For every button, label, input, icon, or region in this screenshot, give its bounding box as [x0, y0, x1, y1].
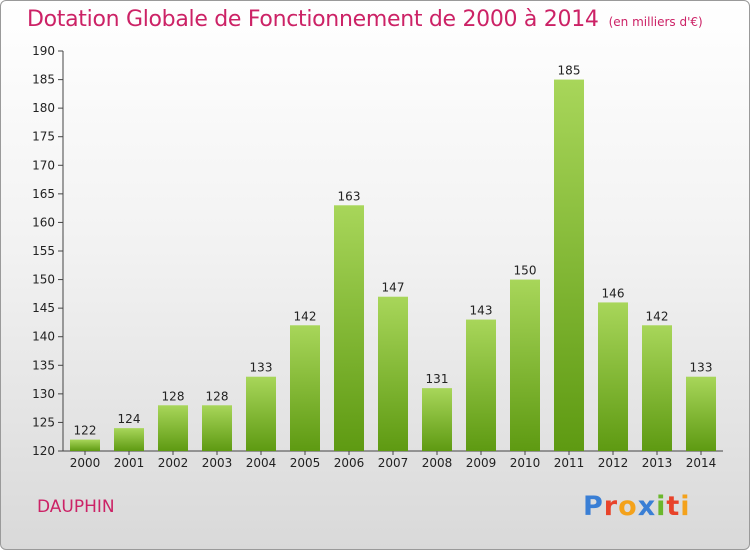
chart-title-text: Dotation Globale de Fonctionnement de 20…: [27, 7, 599, 32]
y-tick-label: 170: [32, 158, 55, 172]
x-tick-label: 2010: [510, 456, 541, 470]
logo-letter: P: [583, 491, 604, 522]
x-tick-label: 2005: [290, 456, 321, 470]
data-label: 133: [250, 361, 273, 375]
bar: [686, 376, 716, 451]
bar: [246, 376, 276, 451]
proxiti-logo: Proxiti: [583, 491, 691, 522]
logo-letter: x: [637, 491, 657, 522]
x-tick-label: 2003: [202, 456, 233, 470]
x-tick-label: 2012: [598, 456, 629, 470]
bar: [202, 405, 232, 451]
data-label: 163: [338, 189, 361, 203]
x-tick-label: 2008: [422, 456, 453, 470]
logo-letter: i: [656, 491, 667, 522]
y-tick-label: 145: [32, 301, 55, 315]
data-label: 131: [426, 372, 449, 386]
chart-axes: 120 125 130 135 140 145 150 155 160 165 170 175 180 1…: [32, 44, 723, 470]
bar: [642, 325, 672, 451]
chart-bars: 122 124 128 128 133 142 163 147 131 143 150 185 146 1…: [70, 64, 716, 452]
logo-letter: t: [666, 491, 681, 522]
bar: [510, 279, 540, 451]
y-tick-label: 185: [32, 73, 55, 87]
x-tick-label: 2000: [70, 456, 101, 470]
bar: [422, 388, 452, 451]
y-tick-label: 190: [32, 44, 55, 58]
y-tick-label: 150: [32, 273, 55, 287]
y-tick-label: 140: [32, 330, 55, 344]
data-label: 142: [294, 309, 317, 323]
y-tick-label: 175: [32, 130, 55, 144]
chart-title: Dotation Globale de Fonctionnement de 20…: [27, 7, 703, 32]
bar: [158, 405, 188, 451]
bar: [598, 302, 628, 451]
x-tick-label: 2011: [554, 456, 585, 470]
x-tick-label: 2002: [158, 456, 189, 470]
bar: [334, 205, 364, 451]
logo-letter: i: [680, 491, 691, 522]
data-label: 124: [118, 412, 141, 426]
x-tick-label: 2013: [642, 456, 673, 470]
data-label: 122: [74, 424, 97, 438]
y-tick-label: 155: [32, 244, 55, 258]
data-label: 142: [646, 309, 669, 323]
y-tick-label: 180: [32, 101, 55, 115]
logo-letter: r: [603, 491, 619, 522]
y-tick-label: 160: [32, 215, 55, 229]
y-tick-label: 130: [32, 387, 55, 401]
logo-letter: o: [618, 491, 638, 522]
data-label: 146: [602, 286, 625, 300]
y-tick-label: 125: [32, 415, 55, 429]
data-label: 128: [206, 389, 229, 403]
x-tick-label: 2014: [686, 456, 717, 470]
data-label: 185: [558, 64, 581, 78]
bar: [554, 79, 584, 452]
x-tick-label: 2004: [246, 456, 277, 470]
y-tick-label: 120: [32, 444, 55, 458]
chart-subtitle: (en milliers d'€): [608, 15, 703, 29]
x-tick-label: 2007: [378, 456, 409, 470]
y-tick-label: 165: [32, 187, 55, 201]
bar: [466, 319, 496, 451]
x-tick-label: 2001: [114, 456, 145, 470]
entity-name: DAUPHIN: [37, 497, 115, 517]
bar: [70, 439, 100, 451]
data-label: 133: [690, 361, 713, 375]
x-tick-label: 2009: [466, 456, 497, 470]
x-tick-label: 2006: [334, 456, 365, 470]
data-label: 143: [470, 304, 493, 318]
bar: [114, 428, 144, 451]
data-label: 128: [162, 389, 185, 403]
data-label: 147: [382, 281, 405, 295]
data-label: 150: [514, 264, 537, 278]
bar: [378, 296, 408, 451]
bar: [290, 325, 320, 451]
y-tick-label: 135: [32, 358, 55, 372]
